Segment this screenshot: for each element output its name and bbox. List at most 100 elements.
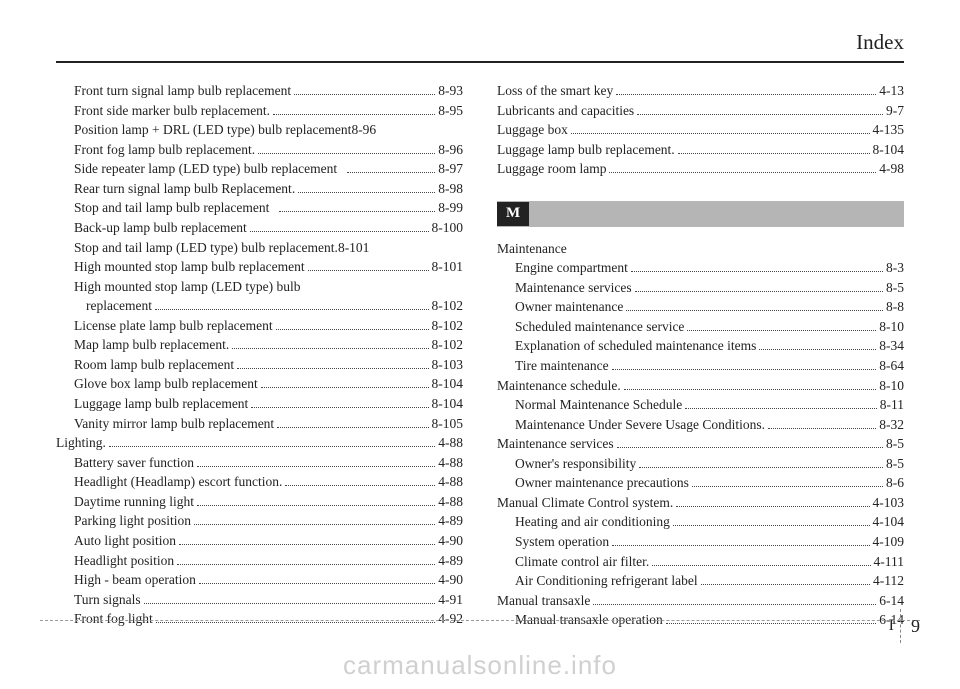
index-entry-label: Owner's responsibility — [515, 454, 636, 474]
index-entry-page: 8-5 — [886, 454, 904, 474]
index-entry-label: Lighting. — [56, 433, 106, 453]
index-entry: Front fog lamp bulb replacement.8-96 — [56, 140, 463, 160]
index-entry: Owner maintenance8-8 — [497, 297, 904, 317]
index-entry-page: 4-89 — [438, 511, 463, 531]
index-entry-label: System operation — [515, 532, 609, 552]
index-entry: Normal Maintenance Schedule8-11 — [497, 395, 904, 415]
index-entry-label: Lubricants and capacities — [497, 101, 634, 121]
leader-dots — [617, 438, 883, 448]
index-entry-label: Maintenance services — [515, 278, 632, 298]
index-entry-page: 8-93 — [438, 81, 463, 101]
index-entry-label: Front turn signal lamp bulb replacement — [74, 81, 291, 101]
index-entry-label: Headlight (Headlamp) escort function. — [74, 472, 282, 492]
right-column: Loss of the smart key 4-13 Lubricants and … — [497, 81, 904, 630]
index-entry-page: 8-104 — [873, 140, 905, 160]
leader-dots — [250, 222, 429, 232]
index-entry-page: 8-96 — [351, 120, 376, 140]
index-entry-page: 4-112 — [873, 571, 904, 591]
leader-dots — [197, 457, 435, 467]
index-entry: High mounted stop lamp (LED type) bulb — [56, 277, 463, 297]
index-entry: High - beam operation4-90 — [56, 570, 463, 590]
index-entry-page: 8-96 — [438, 140, 463, 160]
index-entry: replacement8-102 — [56, 296, 463, 316]
index-entry-page: 4-92 — [438, 609, 463, 629]
index-entry: Back-up lamp bulb replacement8-100 — [56, 218, 463, 238]
index-entry: Stop and tail lamp bulb replacement 8-99 — [56, 198, 463, 218]
index-entry: Auto light position4-90 — [56, 531, 463, 551]
leader-dots — [273, 105, 435, 115]
index-entry-page: 8-3 — [886, 258, 904, 278]
index-entry-page: 4-111 — [874, 552, 905, 572]
leader-dots — [685, 399, 877, 409]
index-entry-label: Vanity mirror lamp bulb replacement — [74, 414, 274, 434]
index-entry: Manual Climate Control system.4-103 — [497, 493, 904, 513]
index-entry-page: 4-135 — [873, 120, 905, 140]
index-entry-page: 8-5 — [886, 278, 904, 298]
leader-dots — [251, 398, 428, 408]
page-header: Index — [56, 30, 904, 63]
index-entry-page: 4-89 — [438, 551, 463, 571]
index-entry-label: Auto light position — [74, 531, 176, 551]
index-entry-page: 8-34 — [879, 336, 904, 356]
leader-dots — [768, 419, 876, 429]
index-entry-label: Air Conditioning refrigerant label — [515, 571, 698, 591]
index-entry: Engine compartment8-3 — [497, 258, 904, 278]
page-number-prefix: I — [889, 617, 894, 635]
index-entry: Maintenance services 8-5 — [497, 278, 904, 298]
index-entry: Battery saver function4-88 — [56, 453, 463, 473]
index-entry-label: Maintenance schedule. — [497, 376, 621, 396]
index-entry-page: 8-32 — [879, 415, 904, 435]
index-entry-page: 4-109 — [873, 532, 905, 552]
leader-dots — [612, 360, 877, 370]
index-entry-label: Maintenance — [497, 239, 567, 259]
index-entry-page: 8-6 — [886, 473, 904, 493]
index-entry-page: 4-13 — [879, 81, 904, 101]
index-entry: Scheduled maintenance service8-10 — [497, 317, 904, 337]
leader-dots — [279, 203, 435, 213]
index-entry-page: 8-10 — [879, 317, 904, 337]
index-entry-label: Battery saver function — [74, 453, 194, 473]
index-entry-label: Headlight position — [74, 551, 174, 571]
leader-dots — [155, 300, 429, 310]
index-entry-label: Front fog light — [74, 609, 153, 629]
leader-dots — [678, 144, 870, 154]
index-entry-page: 4-88 — [438, 492, 463, 512]
index-entry-label: Luggage box — [497, 120, 568, 140]
index-entry-label: Manual Climate Control system. — [497, 493, 673, 513]
index-entry-page: 8-101 — [338, 238, 370, 258]
index-entry-page: 8-97 — [438, 159, 463, 179]
section-letter: M — [497, 202, 529, 226]
footer-divider — [40, 620, 920, 621]
index-entry-page: 8-101 — [432, 257, 464, 277]
index-entry-label: Back-up lamp bulb replacement — [74, 218, 247, 238]
leader-dots — [635, 282, 883, 292]
leader-dots — [687, 321, 876, 331]
index-entry: Front fog light 4-92 — [56, 609, 463, 629]
index-entry-label: License plate lamp bulb replacement — [74, 316, 273, 336]
leader-dots — [626, 301, 883, 311]
index-entry: Parking light position4-89 — [56, 511, 463, 531]
index-entry-label: Turn signals — [74, 590, 141, 610]
index-entry: Vanity mirror lamp bulb replacement8-105 — [56, 414, 463, 434]
leader-dots — [199, 574, 435, 584]
index-entry-label: Loss of the smart key — [497, 81, 613, 101]
index-entry: Explanation of scheduled maintenance ite… — [497, 336, 904, 356]
leader-dots — [276, 320, 429, 330]
index-entry: Air Conditioning refrigerant label 4-112 — [497, 571, 904, 591]
index-entry: Luggage lamp bulb replacement8-104 — [56, 394, 463, 414]
leader-dots — [237, 359, 428, 369]
index-entry-page: 8-102 — [432, 335, 464, 355]
index-entry: Maintenance Under Severe Usage Condition… — [497, 415, 904, 435]
index-entry-label: Luggage lamp bulb replacement. — [497, 140, 675, 160]
leader-dots — [692, 478, 883, 488]
index-entry-label: Luggage room lamp — [497, 159, 606, 179]
leader-dots — [673, 517, 870, 527]
index-entry: Rear turn signal lamp bulb Replacement.8… — [56, 179, 463, 199]
index-entry-label: Stop and tail lamp bulb replacement — [74, 198, 276, 218]
index-entry-label: High - beam operation — [74, 570, 196, 590]
index-entry-label: Climate control air filter. — [515, 552, 649, 572]
index-entry-page: 8-11 — [880, 395, 904, 415]
leader-dots — [609, 163, 876, 173]
index-entry: Maintenance schedule.8-10 — [497, 376, 904, 396]
index-entry: Climate control air filter. 4-111 — [497, 552, 904, 572]
